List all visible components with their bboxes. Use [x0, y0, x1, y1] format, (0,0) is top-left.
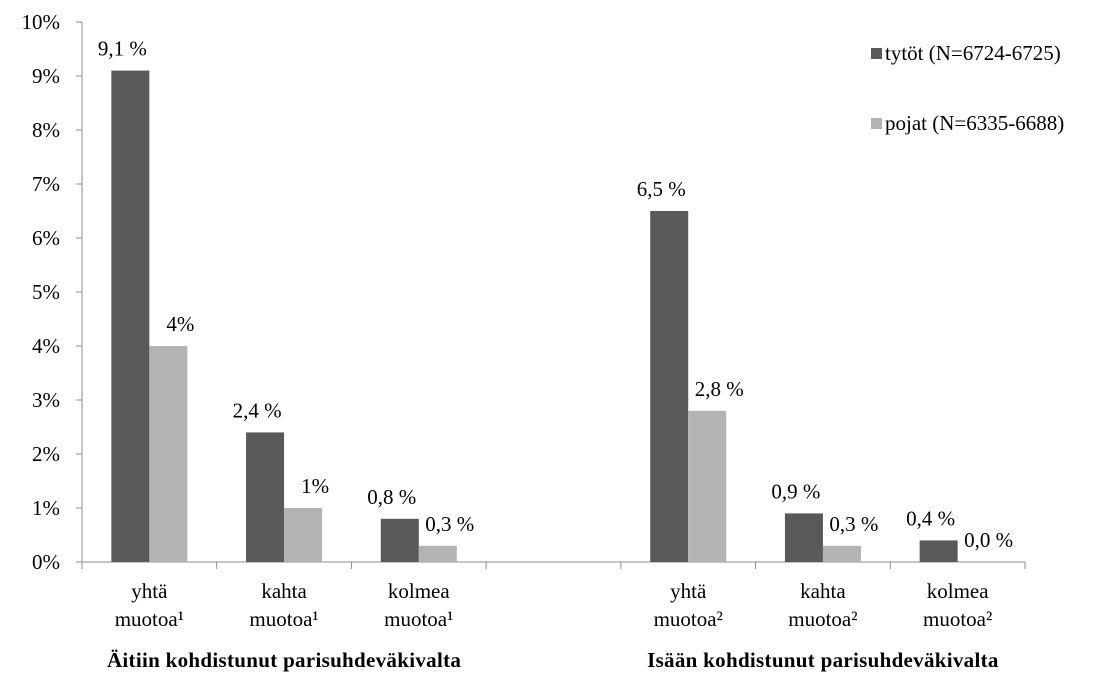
y-tick-label: 7%	[32, 172, 60, 196]
legend: tytöt (N=6724-6725) pojat (N=6335-6688)	[871, 41, 1064, 135]
legend-swatch	[871, 48, 882, 59]
axes	[82, 22, 1025, 569]
legend-label: tytöt (N=6724-6725)	[885, 41, 1061, 65]
bar-pojat	[149, 346, 187, 562]
data-label: 0,0 %	[964, 528, 1013, 552]
group-titles: Äitiin kohdistunut parisuhdeväkivalta Isä…	[107, 648, 999, 672]
data-label: 9,1 %	[98, 37, 147, 61]
bar-tytot	[381, 519, 419, 562]
y-axis-ticks: 0% 1% 2% 3% 4% 5% 6% 7% 8% 9% 10%	[22, 10, 83, 574]
x-category-label: muotoa¹	[384, 607, 453, 631]
data-label: 4%	[166, 312, 194, 336]
x-category-label: muotoa²	[654, 607, 723, 631]
y-tick-label: 6%	[32, 226, 60, 250]
y-tick-label: 3%	[32, 388, 60, 412]
y-tick-label: 10%	[22, 10, 61, 34]
y-tick-label: 8%	[32, 118, 60, 142]
y-tick-label: 2%	[32, 442, 60, 466]
data-label: 0,9 %	[771, 479, 820, 503]
x-category-label: kahta	[261, 579, 307, 603]
x-category-label: muotoa¹	[115, 607, 184, 631]
data-label: 0,3 %	[425, 512, 474, 536]
data-label: 1%	[301, 474, 329, 498]
y-tick-label: 5%	[32, 280, 60, 304]
x-category-label: kolmea	[927, 579, 989, 603]
bars	[111, 71, 957, 562]
data-label: 0,8 %	[367, 485, 416, 509]
y-tick-label: 1%	[32, 496, 60, 520]
bar-pojat	[688, 411, 726, 562]
x-category-label: kolmea	[388, 579, 450, 603]
x-category-label: kahta	[800, 579, 846, 603]
bar-pojat	[284, 508, 322, 562]
x-category-label: muotoa¹	[249, 607, 318, 631]
bar-tytot	[650, 211, 688, 562]
data-labels: 9,1 % 2,4 % 0,8 % 6,5 % 0,9 % 0,4 % 4% 1% 0,3 % 2…	[98, 37, 1013, 552]
data-label: 0,4 %	[906, 506, 955, 530]
y-tick-label: 0%	[32, 550, 60, 574]
bar-tytot	[111, 71, 149, 562]
data-label: 0,3 %	[829, 512, 878, 536]
x-axis-category-labels: yhtä muotoa¹ kahta muotoa¹ kolmea muotoa¹ yhtä…	[115, 579, 993, 631]
x-category-label: yhtä	[131, 579, 168, 603]
data-label: 6,5 %	[637, 177, 686, 201]
x-category-label: muotoa²	[923, 607, 992, 631]
y-tick-label: 4%	[32, 334, 60, 358]
data-label: 2,8 %	[695, 377, 744, 401]
bar-pojat	[419, 546, 457, 562]
bar-tytot	[920, 540, 958, 562]
x-category-label: yhtä	[670, 579, 707, 603]
legend-label: pojat (N=6335-6688)	[885, 111, 1064, 135]
group-title: Äitiin kohdistunut parisuhdeväkivalta	[107, 648, 461, 672]
group-title: Isään kohdistunut parisuhdeväkivalta	[647, 648, 999, 672]
bar-tytot	[246, 432, 284, 562]
x-category-label: muotoa²	[788, 607, 857, 631]
bar-pojat	[823, 546, 861, 562]
legend-swatch	[871, 118, 882, 129]
data-label: 2,4 %	[233, 398, 282, 422]
bar-tytot	[785, 513, 823, 562]
y-tick-label: 9%	[32, 64, 60, 88]
